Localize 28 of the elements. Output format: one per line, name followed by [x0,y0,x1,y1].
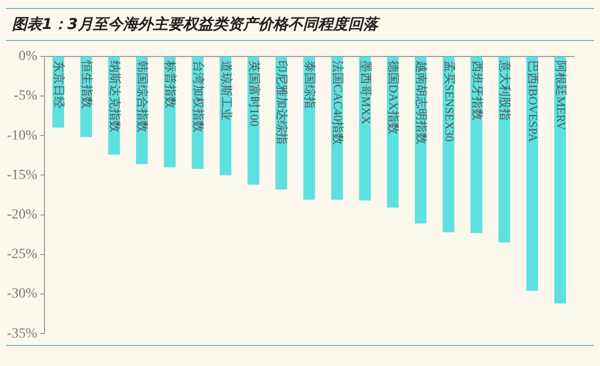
x-tick-label: 巴西IBOVESPA [526,60,540,142]
y-tick-label: -15% [6,168,38,183]
y-tick-label: -35% [6,326,38,342]
x-tick-label: 意大利股指 [498,59,512,120]
y-tick-label: -30% [6,286,38,302]
x-tick-label: 纳斯达克指数 [108,60,122,132]
x-tick-label: 孟买SENSEX30 [442,60,456,142]
x-tick-label: 台湾加权指数 [191,60,206,132]
x-tick-label: 恒生指数 [80,59,94,108]
y-tick-label: 0% [18,49,38,64]
x-tick-label: 东京日经 [52,60,66,108]
x-tick-label: 英国富时100 [247,60,262,126]
x-tick-label: 西班牙指数 [470,60,484,120]
x-tick-label: 德国DAX指数 [386,60,401,134]
x-tick-label: 阿根廷MERV [554,60,568,130]
x-tick-label: 道琼斯工业 [219,60,234,120]
x-tick-label: 韩国综合指数 [136,60,150,132]
x-tick-label: 越南胡志明指数 [414,60,429,144]
x-tick-label: 墨西哥MXX [358,60,373,125]
chart-title: 图表1：3月至今海外主要权益类资产价格不同程度回落 [6,8,594,41]
x-tick-label: 泰国综指 [303,60,318,108]
y-tick-label: -5% [14,88,38,104]
y-tick-label: -25% [6,247,38,262]
y-tick-label: -10% [6,128,38,144]
x-tick-label: 标普指数 [164,59,178,108]
y-tick-label: -20% [6,207,38,222]
x-tick-label: 法国CAC40指数 [330,60,345,146]
x-tick-label: 印尼雅加达综指 [275,60,290,144]
